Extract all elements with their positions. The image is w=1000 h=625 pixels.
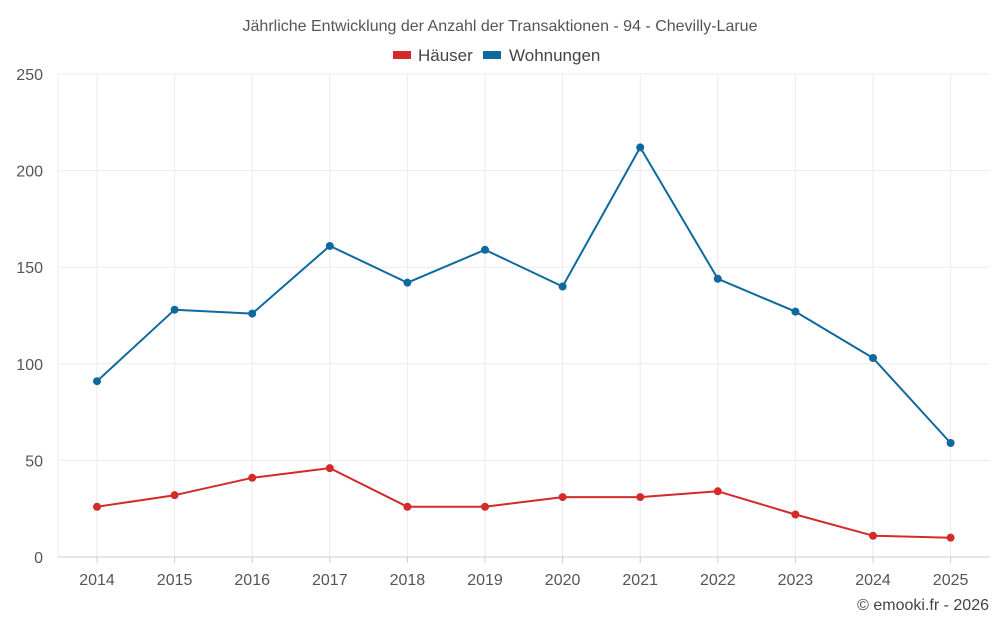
- legend: Häuser Wohnungen: [393, 46, 600, 65]
- y-tick-label: 250: [16, 67, 43, 84]
- data-point: [791, 510, 800, 519]
- data-point: [170, 305, 179, 314]
- x-tick-label: 2024: [855, 572, 891, 589]
- x-tick-label: 2018: [390, 572, 426, 589]
- y-tick-label: 50: [25, 453, 43, 470]
- data-point: [713, 487, 722, 496]
- x-tick-label: 2022: [700, 572, 736, 589]
- data-point: [325, 464, 334, 473]
- legend-swatch: [393, 51, 411, 59]
- series-line: [96, 146, 952, 444]
- data-point: [93, 377, 101, 386]
- x-tick-label: 2021: [622, 572, 658, 589]
- x-tick-label: 2019: [467, 572, 503, 589]
- x-axis: 2014 2015 2016 2017 2018 2019 2020 2021 2022 2023…: [79, 557, 968, 589]
- legend-label: Häuser: [418, 46, 473, 65]
- data-point: [481, 245, 489, 254]
- series-wohnungen: [93, 143, 955, 448]
- x-tick-label: 2025: [933, 572, 969, 589]
- legend-swatch: [483, 51, 501, 59]
- data-point: [791, 307, 800, 316]
- data-point: [248, 473, 257, 482]
- data-point: [869, 531, 877, 540]
- series-häuser: [93, 464, 955, 542]
- chart-title: Jährliche Entwicklung der Anzahl der Tra…: [243, 18, 758, 35]
- data-point: [403, 278, 412, 287]
- data-point: [636, 493, 645, 502]
- y-axis: 0 50 100 150 200 250: [16, 67, 43, 567]
- x-tick-label: 2020: [545, 572, 581, 589]
- x-tick-label: 2014: [79, 572, 115, 589]
- y-tick-label: 100: [16, 357, 43, 374]
- data-point: [325, 241, 334, 250]
- data-point: [946, 533, 955, 542]
- data-point: [93, 502, 101, 511]
- x-tick-label: 2015: [157, 572, 193, 589]
- x-tick-label: 2016: [234, 572, 270, 589]
- x-tick-label: 2023: [778, 572, 814, 589]
- data-point: [558, 493, 567, 502]
- data-point: [713, 274, 722, 283]
- copyright-text: © emooki.fr - 2026: [857, 597, 989, 614]
- data-point: [558, 282, 567, 291]
- data-point: [869, 354, 877, 363]
- y-tick-label: 150: [16, 260, 43, 277]
- data-point: [946, 439, 955, 448]
- data-point: [248, 309, 257, 318]
- data-point: [403, 502, 412, 511]
- y-tick-label: 0: [34, 550, 43, 567]
- series-layer: [93, 143, 955, 542]
- data-point: [481, 502, 489, 511]
- legend-label: Wohnungen: [509, 46, 600, 65]
- grid: [57, 73, 990, 558]
- x-tick-label: 2017: [312, 572, 348, 589]
- data-point: [170, 491, 179, 500]
- series-line: [96, 467, 952, 539]
- data-point: [636, 143, 645, 152]
- y-tick-label: 200: [16, 164, 43, 181]
